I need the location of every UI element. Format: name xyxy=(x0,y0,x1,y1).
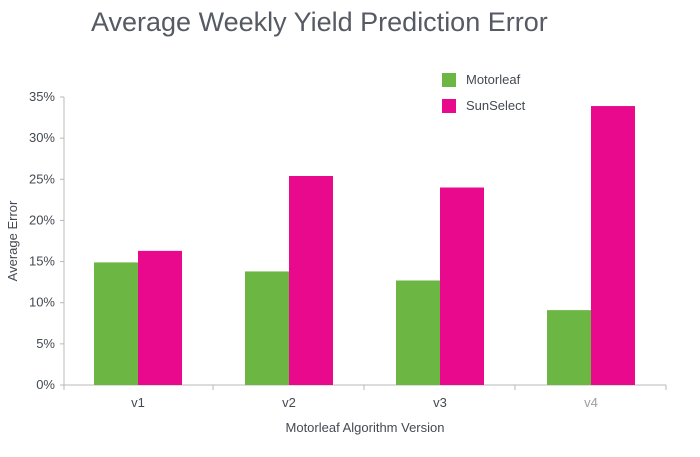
x-tick-label: v4 xyxy=(584,395,598,410)
x-axis-label: Motorleaf Algorithm Version xyxy=(286,420,445,435)
y-axis-label: Average Error xyxy=(5,200,20,281)
legend-swatch-motorleaf xyxy=(442,73,456,87)
legend-label-motorleaf: Motorleaf xyxy=(466,72,521,87)
x-tick-label: v1 xyxy=(131,395,145,410)
bar-sunselect-v4 xyxy=(591,106,635,386)
x-tick-label: v3 xyxy=(433,395,447,410)
bar-motorleaf-v3 xyxy=(396,280,440,385)
bars xyxy=(94,106,635,386)
legend-label-sunselect: SunSelect xyxy=(466,98,526,113)
bar-sunselect-v2 xyxy=(289,175,333,385)
legend: Motorleaf SunSelect xyxy=(442,72,526,113)
x-axis-ticks: v1 v2 v3 v4 xyxy=(63,385,667,410)
y-tick-label: 25% xyxy=(29,171,55,186)
y-tick-label: 5% xyxy=(36,336,55,351)
bar-motorleaf-v4 xyxy=(547,310,591,385)
y-axis-ticks: 0% 5% 10% 15% 20% 25% 30% 35% xyxy=(29,89,64,392)
y-tick-label: 30% xyxy=(29,130,55,145)
y-tick-label: 35% xyxy=(29,89,55,104)
chart-title: Average Weekly Yield Prediction Error xyxy=(91,7,548,37)
legend-swatch-sunselect xyxy=(442,99,456,113)
bar-motorleaf-v2 xyxy=(245,271,289,385)
y-tick-label: 20% xyxy=(29,212,55,227)
bar-sunselect-v1 xyxy=(138,250,182,385)
bar-motorleaf-v1 xyxy=(94,262,138,385)
x-tick-label: v2 xyxy=(282,395,296,410)
bar-sunselect-v3 xyxy=(440,187,484,385)
y-tick-label: 0% xyxy=(36,377,55,392)
y-tick-label: 10% xyxy=(29,295,55,310)
y-tick-label: 15% xyxy=(29,254,55,269)
